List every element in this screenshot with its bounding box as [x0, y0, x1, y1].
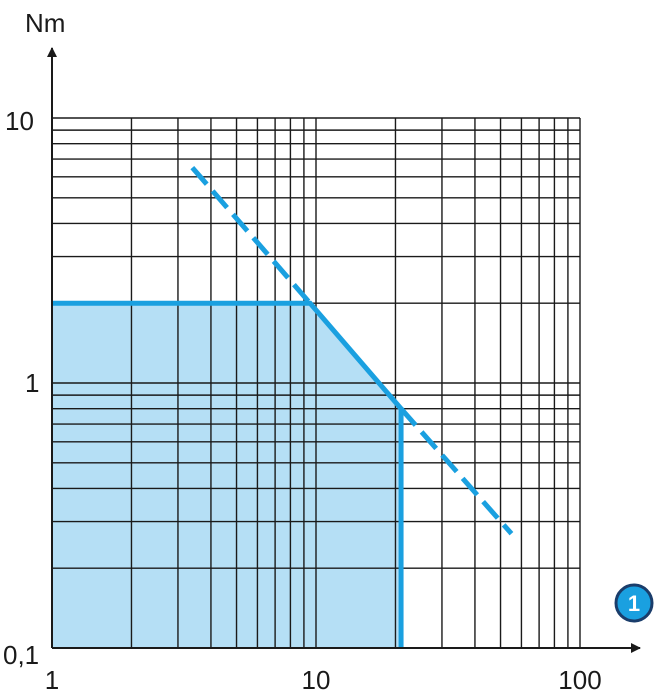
torque-curve [52, 165, 514, 648]
x-tick-label-1: 1 [45, 665, 59, 691]
y-tick-label-10: 10 [5, 106, 34, 136]
y-axis-label: Nm [25, 8, 65, 38]
y-tick-label-1: 1 [25, 368, 39, 398]
x-axis-marker-label: 1 [628, 591, 640, 616]
x-tick-label-10: 10 [302, 665, 331, 691]
x-tick-label-100: 100 [558, 665, 601, 691]
grid [51, 117, 581, 649]
operating-area [52, 303, 402, 648]
torque-curve-dashed-extension [190, 165, 313, 305]
torque-curve-dashed-extension [399, 407, 514, 536]
x-axis-marker-badge: 1 [614, 583, 654, 623]
torque-curve-solid [52, 300, 404, 648]
y-tick-label-0-1: 0,1 [3, 640, 39, 670]
